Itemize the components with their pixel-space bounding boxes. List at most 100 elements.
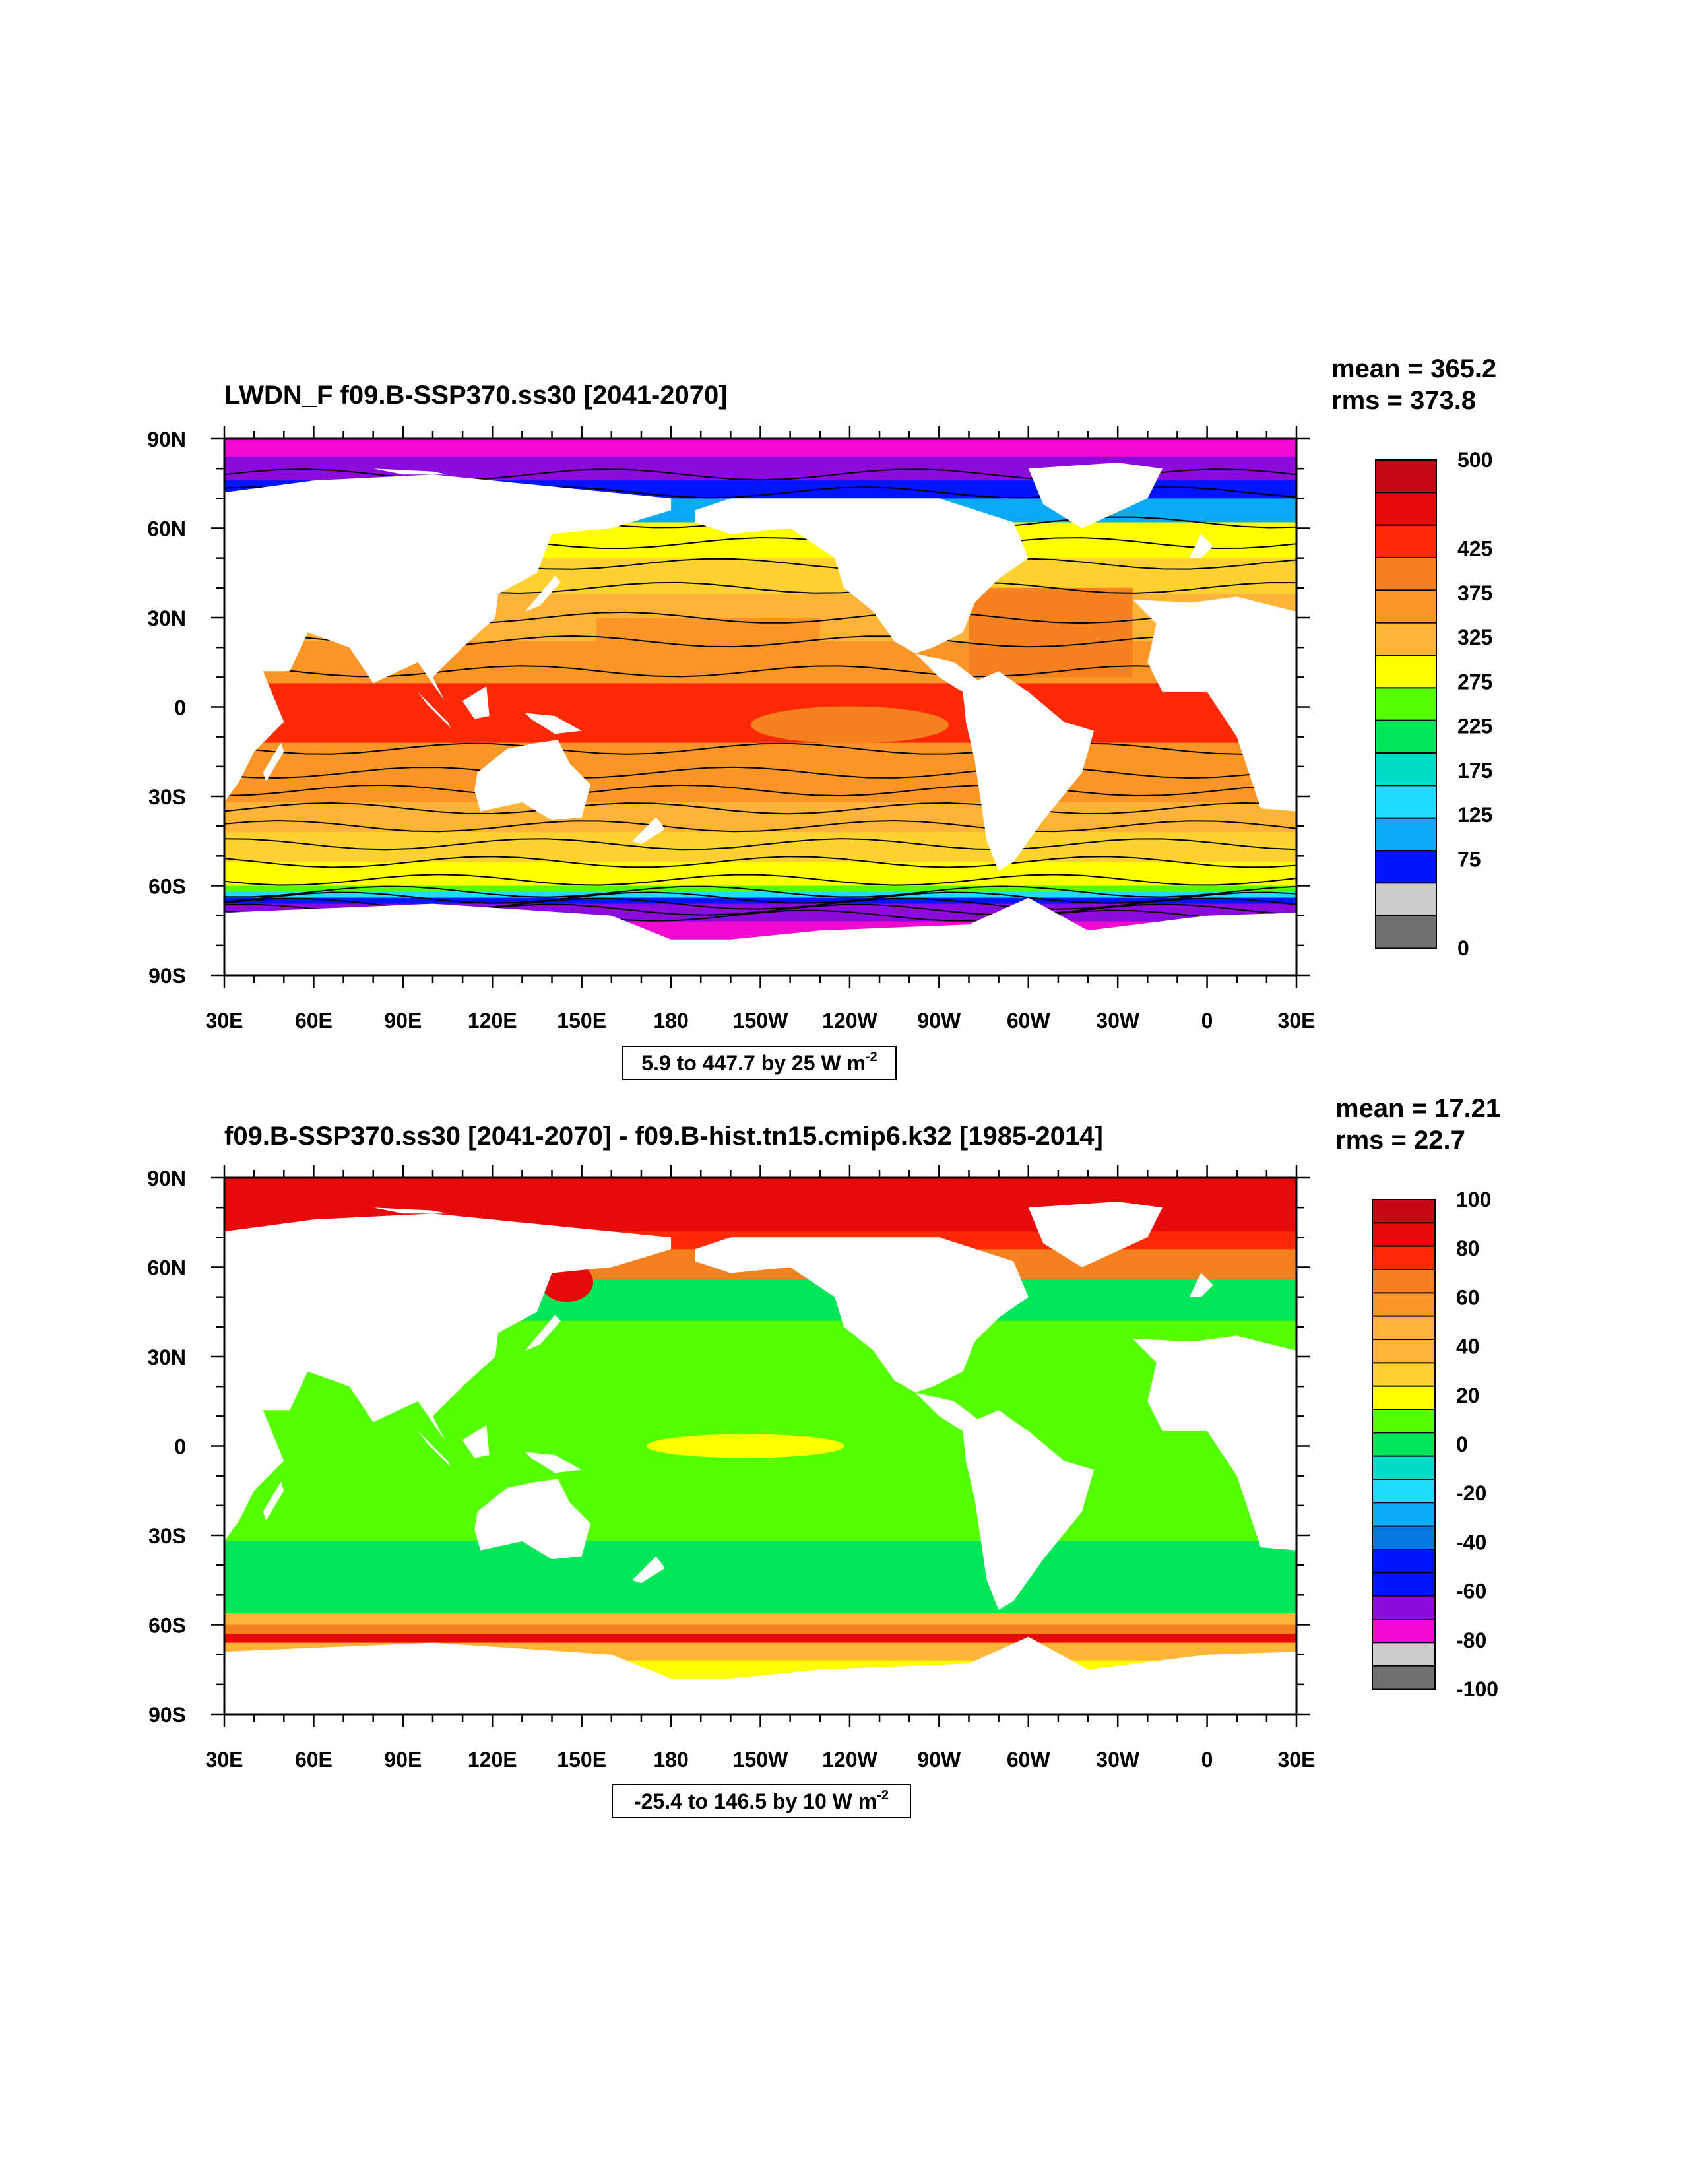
panel-top-rms: rms = 373.8 <box>1331 386 1476 415</box>
colorbar-cell <box>1375 785 1437 819</box>
lon-label: 30W <box>1096 1748 1140 1772</box>
colorbar-cell <box>1372 1409 1436 1434</box>
colorbar-cell <box>1372 1315 1436 1341</box>
colorbar-top: 500 425 375 325 275 225 175 125 75 0 <box>1375 448 1492 960</box>
colorbar-cell <box>1375 655 1437 689</box>
range-label-bottom: -25.4 to 146.5 by 10 W m-2 <box>634 1788 889 1813</box>
panel-top: LWDN_F f09.B-SSP370.ss30 [2041-2070] mea… <box>147 354 1496 1080</box>
colorbar-cell <box>1372 1339 1436 1364</box>
colorbar-cell <box>1372 1665 1436 1690</box>
land-mask <box>525 575 561 612</box>
colorbar-cell <box>1372 1455 1436 1481</box>
lon-label: 90W <box>917 1748 961 1772</box>
colorbar-cell <box>1375 589 1437 624</box>
panel-bottom: f09.B-SSP370.ss30 [2041-2070] - f09.B-hi… <box>147 1094 1500 1818</box>
field-band <box>224 742 1296 803</box>
lat-label: 60N <box>147 1256 186 1280</box>
field-band <box>224 802 1296 833</box>
colorbar-label: 275 <box>1457 670 1492 693</box>
land-mask <box>1132 1335 1296 1551</box>
lat-label: 60S <box>148 875 186 899</box>
land-mask <box>525 713 582 734</box>
colorbar-cell <box>1375 557 1437 591</box>
colorbar-label: 80 <box>1456 1237 1480 1260</box>
colorbar-label: 175 <box>1457 759 1492 783</box>
lon-label: 0 <box>1201 1748 1213 1772</box>
map-bottom <box>224 1178 1296 1714</box>
contour-line <box>224 838 1296 851</box>
land-mask <box>1028 1202 1163 1268</box>
colorbar-cell <box>1372 1269 1436 1294</box>
lon-label: 120E <box>468 1748 517 1772</box>
colorbar-cell <box>1372 1292 1436 1318</box>
colorbar-cell <box>1372 1619 1436 1644</box>
land-mask <box>224 474 672 802</box>
lon-label: 150E <box>557 1009 606 1033</box>
colorbar-label: -100 <box>1456 1677 1498 1701</box>
lon-label: 180 <box>653 1748 688 1772</box>
lat-label: 90N <box>147 428 186 451</box>
lat-label: 90S <box>148 1703 186 1727</box>
colorbar-cell <box>1375 492 1437 527</box>
lon-label: 120W <box>822 1009 877 1033</box>
lat-label: 30S <box>148 1524 186 1548</box>
contour-line <box>224 802 1296 815</box>
land-mask <box>1189 534 1213 558</box>
lon-label: 150W <box>733 1009 788 1033</box>
lat-label: 90S <box>148 964 186 988</box>
cold-tongue <box>750 706 949 744</box>
lat-label: 30N <box>147 606 186 630</box>
colorbar-label: 100 <box>1456 1188 1491 1211</box>
land-mask <box>224 1636 1296 1714</box>
range-box-bottom: -25.4 to 146.5 by 10 W m-2 <box>612 1784 911 1818</box>
field-band <box>224 891 1296 899</box>
colorbar-label: 60 <box>1456 1285 1480 1309</box>
land-mask <box>418 1430 451 1467</box>
range-label-top: 5.9 to 447.7 by 25 W m-2 <box>641 1050 877 1075</box>
colorbar-label: 500 <box>1457 448 1492 472</box>
lon-label: 60W <box>1007 1748 1051 1772</box>
land-mask <box>915 1392 1095 1610</box>
colorbar-cell <box>1375 524 1437 559</box>
colorbar-cell <box>1375 687 1437 722</box>
field-band <box>224 1613 1296 1625</box>
contour-line <box>224 874 1296 886</box>
contour-line <box>224 819 1296 833</box>
lat-label: 30S <box>148 785 186 809</box>
contour-line <box>224 665 1296 678</box>
land-mask <box>474 740 591 821</box>
colorbar-label: 20 <box>1456 1384 1480 1407</box>
contour-line <box>224 856 1296 868</box>
colorbar-cell <box>1372 1385 1436 1411</box>
colorbar-cell <box>1375 850 1437 884</box>
equatorial-anomaly <box>646 1434 844 1458</box>
colorbar-label: 325 <box>1457 626 1492 649</box>
colorbar-bottom: 100 80 60 40 20 0 -20 -40 -60 -80 -100 <box>1372 1188 1498 1701</box>
lat-label: 0 <box>174 696 186 720</box>
contour-line <box>224 784 1296 797</box>
lon-label: 90E <box>384 1009 422 1033</box>
land-mask <box>224 1213 672 1541</box>
lat-label: 90N <box>147 1167 186 1190</box>
colorbar-cell <box>1372 1572 1436 1597</box>
lat-label: 0 <box>174 1435 186 1459</box>
colorbar-cell <box>1372 1199 1436 1224</box>
colorbar-label: 125 <box>1457 803 1492 827</box>
colorbar-cell <box>1372 1595 1436 1621</box>
land-mask <box>695 498 1029 654</box>
panel-top-mean: mean = 365.2 <box>1331 354 1496 383</box>
lon-label: 60E <box>295 1009 333 1033</box>
lon-label: 90E <box>384 1748 422 1772</box>
contour-line <box>224 742 1296 755</box>
land-mask <box>373 468 448 475</box>
field-band <box>224 1634 1296 1644</box>
land-mask <box>1028 463 1163 529</box>
contour-line <box>224 766 1296 779</box>
land-mask <box>224 897 1296 975</box>
panel-bottom-rms: rms = 22.7 <box>1335 1126 1465 1155</box>
land-mask <box>632 1556 666 1584</box>
range-box-top: 5.9 to 447.7 by 25 W m-2 <box>622 1046 897 1080</box>
colorbar-cell <box>1372 1642 1436 1667</box>
contour-line <box>224 891 1296 904</box>
land-mask <box>632 817 666 845</box>
